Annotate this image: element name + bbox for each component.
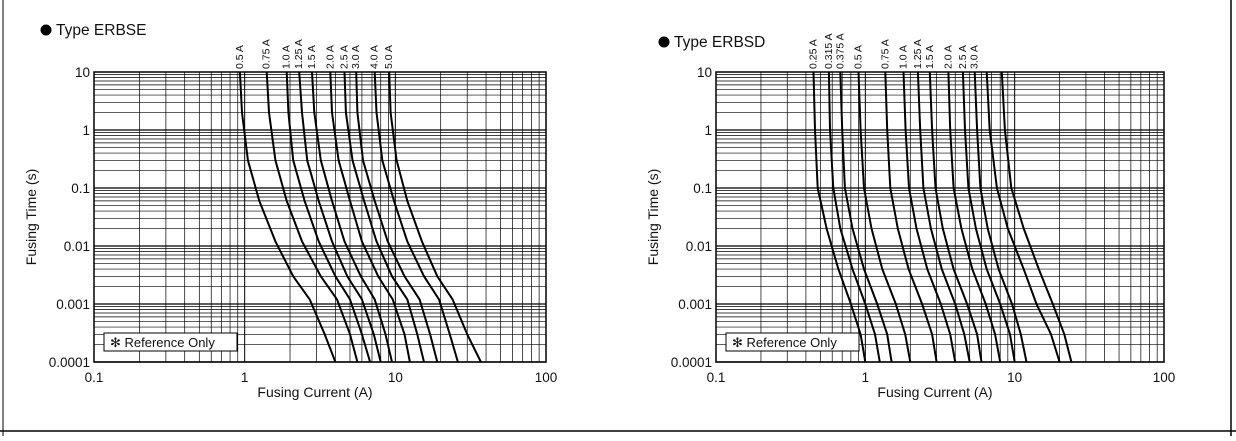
- y-tick-label: 10: [75, 65, 90, 80]
- series-line: [839, 71, 893, 363]
- y-tick-label: 1: [82, 123, 90, 138]
- series-label: 5.0 A: [383, 45, 395, 69]
- series-line: [343, 71, 425, 363]
- series-line: [961, 71, 1016, 363]
- plot-area-frame: [93, 71, 547, 363]
- x-tick-label: 10: [1007, 370, 1022, 385]
- series-label: 2.0 A: [942, 45, 954, 69]
- series-label: 2.5 A: [957, 45, 969, 69]
- series-line: [928, 71, 983, 363]
- y-tick-label: 0.01: [64, 239, 90, 254]
- y-tick-label: 0.01: [686, 239, 712, 254]
- chart-title: Type ERBSD: [674, 34, 765, 51]
- series-line: [916, 71, 971, 363]
- x-tick-label: 0.1: [85, 370, 104, 385]
- series-line: [973, 71, 1028, 363]
- series-line: [265, 71, 359, 363]
- chart-erbsd: Type ERBSD Fusing Current (A) Fusing Tim…: [645, 33, 1175, 400]
- y-tick-label: 0.1: [693, 181, 712, 196]
- y-tick-label: 0.1: [71, 181, 90, 196]
- series-label: 2.5 A: [339, 45, 351, 69]
- x-tick-label: 1: [241, 370, 249, 385]
- series-line: [355, 71, 439, 363]
- y-tick-label: 10: [697, 65, 712, 80]
- y-tick-label: 0.0001: [49, 355, 90, 370]
- series-label: 0.75 A: [261, 39, 273, 69]
- series-line: [329, 71, 411, 363]
- plot-area-frame: [715, 71, 1165, 363]
- x-tick-label: 100: [1153, 370, 1176, 385]
- series-line: [373, 71, 459, 363]
- y-tick-label: 1: [704, 123, 712, 138]
- series-label: 3.0 A: [969, 45, 981, 69]
- series-label: 3.0 A: [350, 45, 362, 69]
- reference-note: ✻ Reference Only: [110, 335, 215, 350]
- x-tick-label: 1: [862, 370, 870, 385]
- reference-note-box: [103, 332, 238, 352]
- series-line: [298, 71, 382, 363]
- y-tick-label: 0.001: [56, 297, 90, 312]
- reference-note-box: [725, 332, 860, 352]
- chart-title: Type ERBSE: [56, 22, 146, 39]
- x-axis-label: Fusing Current (A): [877, 384, 992, 400]
- series-label: 4.0 A: [369, 45, 381, 69]
- series-label: 1.5 A: [924, 45, 936, 69]
- series-label: 1.0 A: [281, 45, 293, 69]
- series-label: 0.5 A: [853, 45, 865, 69]
- series-line: [388, 71, 482, 363]
- reference-note: ✻ Reference Only: [732, 335, 837, 350]
- x-tick-label: 0.1: [707, 370, 726, 385]
- series-line: [311, 71, 393, 363]
- series-line: [947, 71, 1002, 363]
- y-tick-label: 0.001: [678, 297, 712, 312]
- series-line: [857, 71, 912, 363]
- series-group: 0.25 A 0.315 A 0.375 A 0.5 A 0.75 A 1.0 A 1.25…: [808, 33, 1073, 363]
- y-axis-label: Fusing Time (s): [645, 169, 661, 265]
- series-label: 1.25 A: [293, 39, 305, 69]
- series-label: 0.25 A: [808, 39, 820, 69]
- series-label: 1.0 A: [898, 45, 910, 69]
- series-line: [902, 71, 957, 363]
- title-bullet-icon: [40, 24, 52, 36]
- series-label: 0.375 A: [834, 33, 846, 69]
- x-tick-label: 10: [388, 370, 403, 385]
- series-label: 0.75 A: [879, 39, 891, 69]
- series-label: 2.0 A: [324, 45, 336, 69]
- series-line: [285, 71, 372, 363]
- y-tick-label: 0.0001: [671, 355, 712, 370]
- x-axis-label: Fusing Current (A): [257, 384, 372, 400]
- series-label: 0.5 A: [234, 45, 246, 69]
- series-line: [985, 71, 1061, 363]
- series-label: 0.315 A: [823, 33, 835, 69]
- series-label: 1.5 A: [306, 45, 318, 69]
- x-tick-label: 100: [535, 370, 558, 385]
- y-axis-label: Fusing Time (s): [23, 169, 39, 265]
- series-line: [884, 71, 938, 363]
- series-label: 1.25 A: [912, 39, 924, 69]
- chart-erbse: Type ERBSE Fusing Current (A) Fusing Tim…: [23, 22, 557, 400]
- series-line: [827, 71, 881, 363]
- series-line: [812, 71, 867, 363]
- series-group: 0.5 A 0.75 A 1.0 A 1.25 A 1.5 A 2.0 A 2.5 A 3.0…: [234, 39, 482, 363]
- series-line: [238, 71, 337, 363]
- title-bullet-icon: [658, 36, 670, 48]
- series-line: [1000, 71, 1073, 363]
